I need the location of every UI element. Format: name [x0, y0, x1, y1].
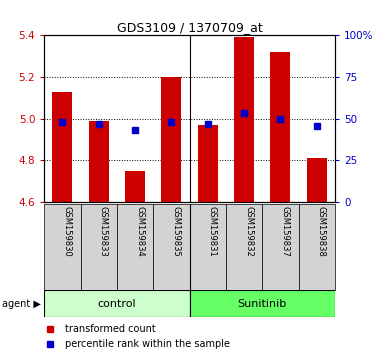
Bar: [307, 158, 327, 202]
Text: agent ▶: agent ▶: [2, 298, 41, 309]
Text: percentile rank within the sample: percentile rank within the sample: [65, 339, 229, 349]
Text: GSM159838: GSM159838: [317, 206, 326, 257]
Bar: [44, 290, 190, 317]
Text: Sunitinib: Sunitinib: [238, 298, 287, 309]
Bar: [125, 171, 145, 202]
Bar: [190, 204, 226, 290]
Text: GSM159833: GSM159833: [99, 206, 108, 257]
Bar: [89, 121, 109, 202]
Bar: [234, 38, 254, 202]
Bar: [226, 204, 262, 290]
Text: control: control: [98, 298, 136, 309]
Text: GSM159837: GSM159837: [280, 206, 290, 257]
Bar: [161, 77, 181, 202]
Text: GSM159830: GSM159830: [62, 206, 72, 257]
Bar: [44, 204, 80, 290]
Bar: [117, 204, 153, 290]
Bar: [190, 290, 335, 317]
Text: transformed count: transformed count: [65, 324, 156, 333]
Text: GSM159831: GSM159831: [208, 206, 217, 257]
Text: GSM159832: GSM159832: [244, 206, 253, 257]
Text: GSM159835: GSM159835: [171, 206, 181, 257]
Bar: [198, 125, 218, 202]
Bar: [153, 204, 189, 290]
Bar: [270, 52, 290, 202]
Text: GSM159834: GSM159834: [135, 206, 144, 257]
Bar: [262, 204, 299, 290]
Title: GDS3109 / 1370709_at: GDS3109 / 1370709_at: [117, 21, 263, 34]
Bar: [299, 204, 335, 290]
Bar: [80, 204, 117, 290]
Bar: [52, 92, 72, 202]
